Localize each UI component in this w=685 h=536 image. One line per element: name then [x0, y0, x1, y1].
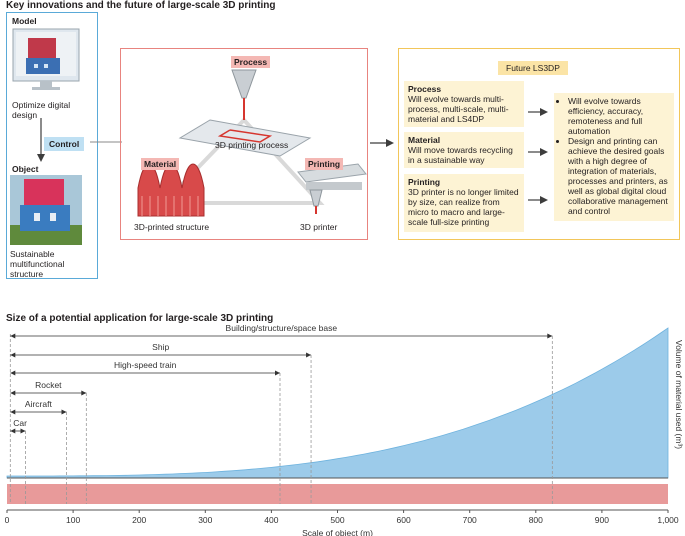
model-object-panel [6, 12, 98, 279]
printing-triangle-diagram [137, 69, 367, 217]
future-printing-head: Printing [408, 177, 441, 187]
range-label: Car [13, 418, 27, 428]
model-label: Model [12, 16, 37, 26]
future-process-text: Will evolve towards multi-process, multi… [408, 94, 509, 124]
control-connector [90, 141, 122, 143]
range-label: Ship [152, 342, 169, 352]
range-arrow-right [81, 390, 87, 396]
x-tick-label: 400 [264, 515, 278, 525]
building-image [10, 175, 82, 245]
future-material-box: Material Will move towards recycling in … [404, 132, 524, 168]
x-tick-label: 1,000 [657, 515, 679, 525]
range-label: Aircraft [25, 399, 53, 409]
y-axis-label: Volume of material used (m³) [674, 340, 684, 449]
chart-plot-area: 0 100 200 300 400 500 600 700 800 900 1,000 Scale o… [5, 323, 684, 536]
process-material-printing-panel [120, 48, 368, 240]
x-tick-label: 700 [463, 515, 477, 525]
x-tick-label: 600 [397, 515, 411, 525]
range-arrow-left [10, 428, 16, 434]
future-goals-box: Will evolve towards efficiency, accuracy… [554, 93, 674, 221]
process-tag: Process [231, 56, 271, 68]
future-printing-text: 3D printer is no longer limited by size,… [408, 187, 519, 227]
bottom-title: Size of a potential application for larg… [6, 313, 274, 324]
future-material-text: Will move towards recycling in a sustain… [408, 145, 513, 165]
future-goal-item: Design and printing can achieve the desi… [568, 136, 670, 216]
future-ls3dp-tag: Future LS3DP [498, 61, 568, 75]
range-arrow-right [306, 352, 312, 358]
range-label: Rocket [35, 380, 62, 390]
printing-tag: Printing [305, 158, 344, 170]
top-title: Key innovations and the future of large-… [6, 0, 276, 11]
future-process-box: Process Will evolve towards multi-proces… [404, 81, 524, 127]
material-tag: Material [141, 158, 180, 170]
future-goals-list: Will evolve towards efficiency, accuracy… [558, 96, 670, 216]
range-label: High-speed train [114, 360, 177, 370]
volume-area [6, 327, 669, 479]
to-future-arrow [370, 139, 394, 147]
future-material-head: Material [408, 135, 441, 145]
range-arrow-left [10, 333, 16, 339]
control-tag: Control [44, 137, 85, 151]
x-tick-label: 0 [5, 515, 10, 525]
printing-caption: 3D printer [300, 222, 338, 232]
process-caption: 3D printing process [215, 140, 289, 150]
x-tick-label: 200 [132, 515, 146, 525]
x-tick-label: 300 [198, 515, 212, 525]
range-arrow-right [547, 333, 553, 339]
future-arrows [528, 108, 548, 204]
future-goal-item: Will evolve towards efficiency, accuracy… [568, 96, 670, 136]
future-printing-box: Printing 3D printer is no longer limited… [404, 174, 524, 232]
scale-band [7, 484, 668, 504]
x-tick-label: 900 [595, 515, 609, 525]
object-label: Object [12, 164, 39, 174]
range-arrow-left [10, 370, 16, 376]
x-tick-label: 800 [529, 515, 543, 525]
range-arrow-left [10, 409, 16, 415]
range-arrow-right [274, 370, 280, 376]
future-ls3dp-panel [398, 48, 680, 240]
future-process-head: Process [408, 84, 442, 94]
range-label: Building/structure/space base [226, 323, 338, 333]
x-tick-label: 100 [66, 515, 80, 525]
down-arrow [37, 118, 45, 162]
range-arrow-left [10, 390, 16, 396]
model-caption: Optimize digital design [12, 100, 71, 120]
x-tick-label: 500 [330, 515, 344, 525]
range-arrow-right [61, 409, 67, 415]
range-arrow-right [20, 428, 26, 434]
range-arrow-left [10, 352, 16, 358]
monitor-image [12, 28, 80, 90]
x-axis-label: Scale of object (m) [302, 528, 373, 536]
object-caption: Sustainable multifunctional structure [10, 249, 65, 279]
size-chart: 0 100 200 300 400 500 600 700 800 900 1,000 Scale o… [5, 323, 684, 536]
material-caption: 3D-printed structure [134, 222, 210, 232]
